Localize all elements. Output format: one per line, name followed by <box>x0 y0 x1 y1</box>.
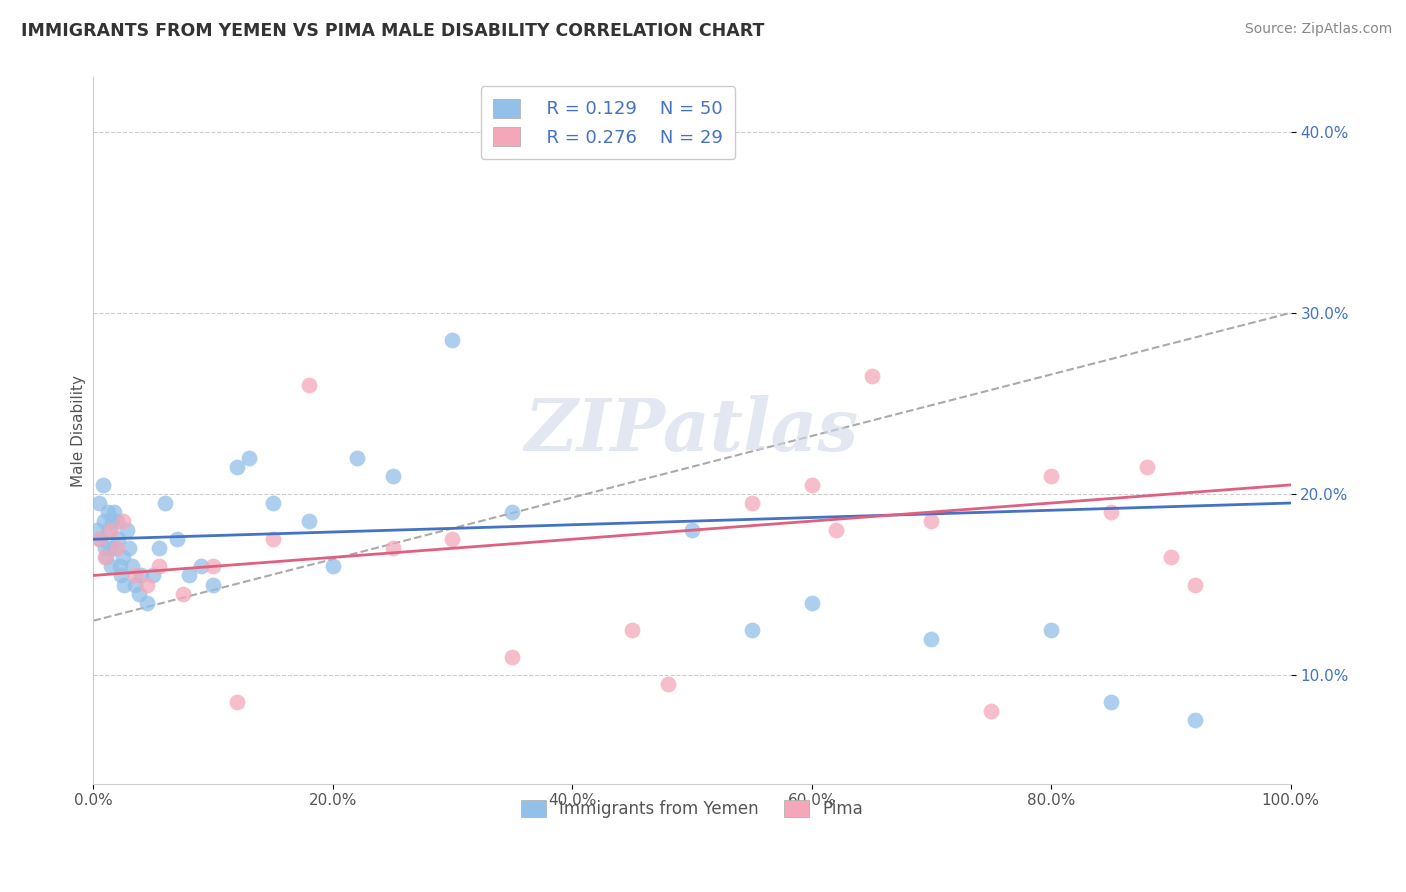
Point <box>238 450 260 465</box>
Point <box>96 550 118 565</box>
Text: ZIPatlas: ZIPatlas <box>524 395 859 467</box>
Point <box>136 577 159 591</box>
Text: IMMIGRANTS FROM YEMEN VS PIMA MALE DISABILITY CORRELATION CHART: IMMIGRANTS FROM YEMEN VS PIMA MALE DISAB… <box>21 22 765 40</box>
Point <box>136 596 159 610</box>
Point <box>1184 577 1206 591</box>
Point <box>112 577 135 591</box>
Point <box>142 568 165 582</box>
Point <box>153 496 176 510</box>
Point <box>94 541 117 556</box>
Point <box>1040 468 1063 483</box>
Point <box>1160 550 1182 565</box>
Point <box>920 632 942 646</box>
Point <box>129 568 152 582</box>
Point <box>741 623 763 637</box>
Point <box>501 505 523 519</box>
Point <box>104 541 127 556</box>
Point <box>89 496 111 510</box>
Point <box>108 559 131 574</box>
Point <box>657 677 679 691</box>
Point <box>172 586 194 600</box>
Y-axis label: Male Disability: Male Disability <box>72 375 86 487</box>
Point <box>166 533 188 547</box>
Point <box>94 550 117 565</box>
Point <box>322 559 344 574</box>
Text: Source: ZipAtlas.com: Source: ZipAtlas.com <box>1244 22 1392 37</box>
Point <box>100 559 122 574</box>
Point <box>112 550 135 565</box>
Point <box>100 523 122 537</box>
Point <box>201 559 224 574</box>
Point <box>201 577 224 591</box>
Point <box>112 514 135 528</box>
Point <box>89 533 111 547</box>
Point <box>501 650 523 665</box>
Point <box>177 568 200 582</box>
Point <box>148 541 170 556</box>
Point <box>741 496 763 510</box>
Point <box>800 596 823 610</box>
Point <box>148 559 170 574</box>
Point <box>441 533 464 547</box>
Point <box>190 559 212 574</box>
Point <box>681 523 703 537</box>
Point <box>89 533 111 547</box>
Point <box>225 695 247 709</box>
Point <box>298 514 321 528</box>
Point <box>105 541 128 556</box>
Point <box>124 577 146 591</box>
Point <box>381 541 404 556</box>
Point <box>96 505 118 519</box>
Point <box>1099 505 1122 519</box>
Point <box>101 514 124 528</box>
Point <box>110 568 132 582</box>
Point <box>98 541 121 556</box>
Point <box>1184 714 1206 728</box>
Point <box>262 496 284 510</box>
Point <box>115 523 138 537</box>
Legend: Immigrants from Yemen, Pima: Immigrants from Yemen, Pima <box>515 793 869 825</box>
Point <box>824 523 846 537</box>
Point <box>225 459 247 474</box>
Point <box>860 369 883 384</box>
Point <box>97 523 120 537</box>
Point <box>107 533 129 547</box>
Point <box>298 378 321 392</box>
Point <box>800 478 823 492</box>
Point <box>980 704 1002 718</box>
Point <box>1099 695 1122 709</box>
Point <box>621 623 644 637</box>
Point <box>128 586 150 600</box>
Point <box>105 514 128 528</box>
Point <box>262 533 284 547</box>
Point <box>1040 623 1063 637</box>
Point <box>91 478 114 492</box>
Point <box>124 568 146 582</box>
Point <box>381 468 404 483</box>
Point <box>346 450 368 465</box>
Point <box>93 514 115 528</box>
Point <box>1136 459 1159 474</box>
Point <box>103 505 125 519</box>
Point <box>441 333 464 347</box>
Point <box>118 541 141 556</box>
Point <box>86 523 108 537</box>
Point <box>920 514 942 528</box>
Point <box>121 559 143 574</box>
